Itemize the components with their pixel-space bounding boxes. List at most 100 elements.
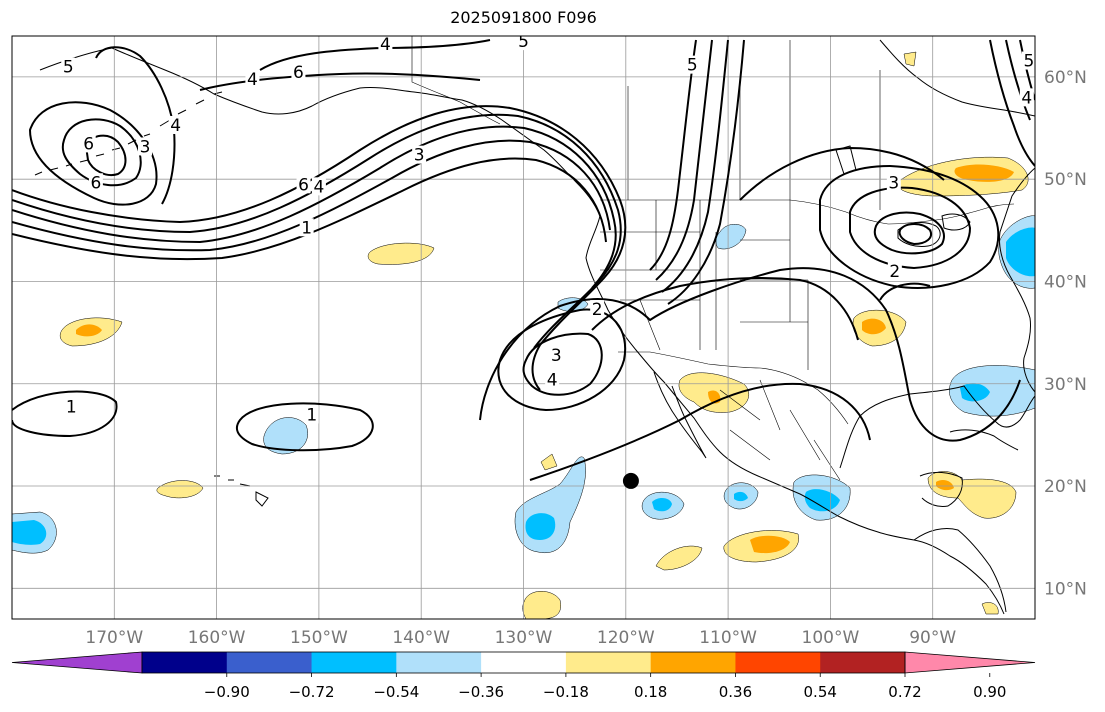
colorbar-segment <box>226 652 313 673</box>
longitude-tick-labels: 170°W 160°W 150°W 140°W 130°W 120°W 110°W 100°W… <box>85 628 956 648</box>
contour-label-background <box>311 177 326 196</box>
colorbar-segment <box>650 652 736 673</box>
shaded-region-positive <box>540 453 558 471</box>
colorbar-segment <box>396 652 482 673</box>
contour-label-background <box>81 134 96 153</box>
colorbar-tick-label: −0.36 <box>458 683 504 701</box>
colorbar-segment <box>481 652 567 673</box>
colorbar-outline <box>141 651 906 674</box>
colorbar-extend-high <box>904 651 1036 674</box>
colorbar-tick-label: −0.90 <box>204 683 250 701</box>
aleutian-islands <box>34 91 223 176</box>
shaded-region-positive <box>156 480 204 499</box>
contour-line <box>1005 39 1031 121</box>
baja-california <box>653 371 707 459</box>
colorbar-tick-label: 0.54 <box>804 683 837 701</box>
shaded-region-positive-core <box>936 480 954 491</box>
contour-label-background <box>1021 51 1035 70</box>
contour-label: 4 <box>1021 88 1032 108</box>
colorbar-tick-label: 0.18 <box>634 683 667 701</box>
colorbar: −0.90 −0.72 −0.54 −0.36 −0.18 0.18 0.36 0.54 0.7… <box>11 651 1036 701</box>
contour-line <box>739 146 945 201</box>
border-layer <box>411 36 1015 481</box>
lon-tick-label: 170°W <box>85 628 143 648</box>
colorbar-tick-label: 0.72 <box>888 683 921 701</box>
contour-line <box>497 308 627 412</box>
contour-label-background <box>887 262 902 281</box>
contour-line <box>667 39 745 305</box>
colorbar-segment <box>142 652 228 673</box>
contour-line <box>12 390 118 438</box>
shaded-region-negative-core <box>960 383 990 402</box>
colorbar-tick-label: −0.54 <box>373 683 419 701</box>
contour-line <box>529 382 871 481</box>
contour-line <box>61 118 142 187</box>
contour-label: 6 <box>293 63 304 83</box>
contour-label-background <box>296 175 311 194</box>
contour-label-background <box>378 36 393 54</box>
shaded-region-positive-core <box>954 164 1014 182</box>
contour-line <box>655 39 713 281</box>
lon-tick-label: 120°W <box>597 628 655 648</box>
lat-tick-label: 30°N <box>1044 375 1087 395</box>
contour-label: 6 <box>90 173 101 193</box>
contour-label: 1 <box>301 218 312 238</box>
contour-line <box>12 105 627 391</box>
contour-label: 3 <box>140 137 151 157</box>
storm-position-marker <box>622 472 639 489</box>
shaded-region-positive <box>522 591 561 619</box>
contour-label: 3 <box>888 173 899 193</box>
shaded-region-positive-core <box>750 535 790 554</box>
lon-tick-label: 110°W <box>699 628 757 648</box>
contour-line <box>649 39 697 271</box>
shaded-region-positive <box>367 242 435 265</box>
contour-label-background <box>64 397 79 416</box>
contour-line <box>199 72 481 91</box>
contour-label-background <box>299 218 314 237</box>
lon-tick-label: 150°W <box>290 628 348 648</box>
contour-label: 4 <box>547 371 558 391</box>
contour-label: 2 <box>889 262 900 282</box>
contour-label: 4 <box>380 35 391 55</box>
contour-label: 2 <box>592 300 603 320</box>
shaded-region-negative <box>949 365 1035 417</box>
shaded-region-negative-core <box>804 489 840 512</box>
contour-label: 6 <box>298 175 309 195</box>
contour-line <box>235 402 374 452</box>
contour-label-background <box>685 55 700 74</box>
shaded-region-positive <box>981 602 999 615</box>
lat-tick-label: 50°N <box>1044 170 1087 190</box>
contour-line <box>661 39 729 293</box>
contour-label-background <box>245 69 260 88</box>
contour-label: 4 <box>170 116 181 136</box>
lon-tick-label: 140°W <box>392 628 450 648</box>
contour-line <box>28 101 158 206</box>
contour-line <box>819 164 1000 289</box>
contour-label-background <box>516 36 531 51</box>
contour-label-background <box>412 145 427 164</box>
eastern-coastline <box>999 167 1035 393</box>
alaska-coastline <box>39 47 601 217</box>
contour-label: 5 <box>1023 52 1034 72</box>
lat-tick-label: 60°N <box>1044 68 1087 88</box>
great-lakes <box>897 213 971 247</box>
shaded-region-positive <box>655 545 703 571</box>
contour-label-background <box>590 300 605 319</box>
shaded-region-negative-core <box>734 491 748 502</box>
colorbar-segment <box>565 652 652 673</box>
lat-tick-label: 40°N <box>1044 272 1087 292</box>
contour-line <box>95 46 176 205</box>
us-canada-border <box>600 199 1015 225</box>
plot-frame <box>11 35 1036 620</box>
contour-label: 5 <box>63 58 74 78</box>
shaded-region-positive-core <box>76 324 102 337</box>
gridline-layer <box>12 36 1035 619</box>
contour-line <box>522 332 603 396</box>
yucatan-peninsula <box>919 471 963 507</box>
contour-label: 4 <box>313 177 324 197</box>
colorbar-tick-label: −0.18 <box>543 683 589 701</box>
shaded-region-negative-core <box>525 513 556 540</box>
